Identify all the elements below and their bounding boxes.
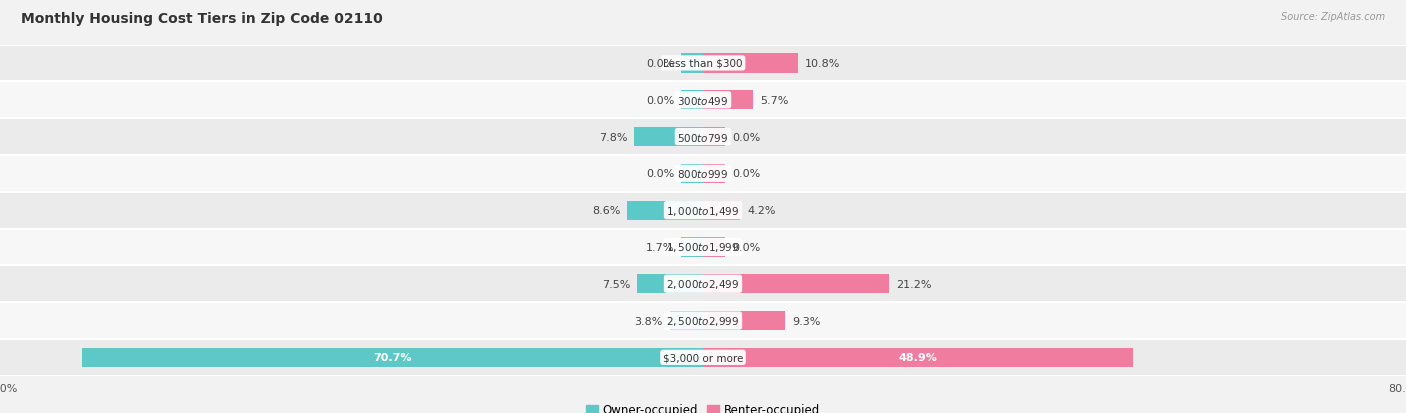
Text: $300 to $499: $300 to $499 [678, 95, 728, 107]
Bar [681, 238, 703, 257]
Bar [681, 164, 703, 183]
Text: 0.0%: 0.0% [733, 132, 761, 142]
Bar [0, 266, 1406, 302]
Text: Monthly Housing Cost Tiers in Zip Code 02110: Monthly Housing Cost Tiers in Zip Code 0… [21, 12, 382, 26]
Text: $2,000 to $2,499: $2,000 to $2,499 [666, 278, 740, 290]
Text: $800 to $999: $800 to $999 [678, 168, 728, 180]
Bar [703, 348, 1133, 367]
Legend: Owner-occupied, Renter-occupied: Owner-occupied, Renter-occupied [581, 399, 825, 413]
Text: $2,500 to $2,999: $2,500 to $2,999 [666, 314, 740, 327]
Bar [703, 128, 725, 147]
Bar [0, 119, 1406, 156]
Text: 70.7%: 70.7% [373, 352, 412, 363]
Text: 4.2%: 4.2% [747, 206, 776, 216]
Text: 0.0%: 0.0% [645, 59, 673, 69]
Bar [0, 156, 1406, 192]
Bar [0, 192, 1406, 229]
Bar [0, 302, 1406, 339]
Bar [703, 164, 725, 183]
Bar [703, 54, 799, 74]
Bar [627, 201, 703, 220]
Text: 5.7%: 5.7% [761, 95, 789, 105]
Text: $3,000 or more: $3,000 or more [662, 352, 744, 363]
Bar [681, 54, 703, 74]
Text: 0.0%: 0.0% [733, 242, 761, 252]
Text: 0.0%: 0.0% [733, 169, 761, 179]
Text: 0.0%: 0.0% [645, 95, 673, 105]
Text: Less than $300: Less than $300 [664, 59, 742, 69]
Text: $1,500 to $1,999: $1,500 to $1,999 [666, 241, 740, 254]
Text: 8.6%: 8.6% [592, 206, 620, 216]
Bar [669, 311, 703, 330]
Bar [681, 91, 703, 110]
Bar [634, 128, 703, 147]
Text: 21.2%: 21.2% [897, 279, 932, 289]
Text: 10.8%: 10.8% [804, 59, 841, 69]
Text: 0.0%: 0.0% [645, 169, 673, 179]
Text: $1,000 to $1,499: $1,000 to $1,499 [666, 204, 740, 217]
Text: $500 to $799: $500 to $799 [678, 131, 728, 143]
Bar [0, 82, 1406, 119]
Bar [703, 275, 889, 294]
Bar [82, 348, 703, 367]
Text: 1.7%: 1.7% [645, 242, 673, 252]
Text: 7.5%: 7.5% [602, 279, 630, 289]
Text: 7.8%: 7.8% [599, 132, 627, 142]
Bar [0, 229, 1406, 266]
Bar [637, 275, 703, 294]
Bar [703, 91, 754, 110]
Bar [703, 201, 740, 220]
Bar [703, 311, 785, 330]
Bar [0, 339, 1406, 376]
Text: Source: ZipAtlas.com: Source: ZipAtlas.com [1281, 12, 1385, 22]
Text: 3.8%: 3.8% [634, 316, 662, 326]
Bar [0, 45, 1406, 82]
Text: 9.3%: 9.3% [792, 316, 820, 326]
Text: 48.9%: 48.9% [898, 352, 938, 363]
Bar [703, 238, 725, 257]
